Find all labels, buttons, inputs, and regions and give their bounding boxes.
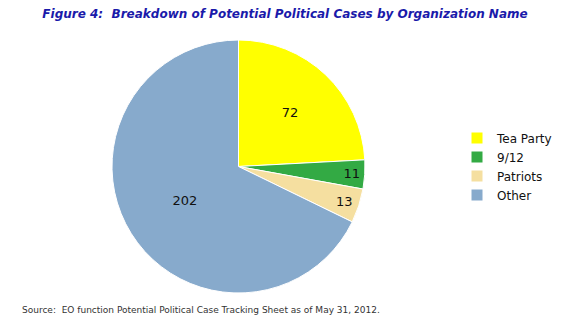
- svg-text:Tea Party: Tea Party: [496, 132, 552, 146]
- svg-text:13: 13: [336, 194, 353, 209]
- svg-text:202: 202: [172, 193, 197, 208]
- svg-text:72: 72: [282, 105, 299, 120]
- svg-text:Figure 4: Breakdown of Potent: Figure 4: Breakdown of Potential Politic…: [42, 7, 527, 21]
- svg-text:Other: Other: [497, 189, 531, 203]
- svg-text:11: 11: [343, 166, 360, 181]
- svg-text:Patriots: Patriots: [497, 170, 542, 184]
- svg-text:9/12: 9/12: [497, 151, 524, 165]
- svg-text:Source: EO function Potential: Source: EO function Potential Political …: [22, 305, 380, 315]
